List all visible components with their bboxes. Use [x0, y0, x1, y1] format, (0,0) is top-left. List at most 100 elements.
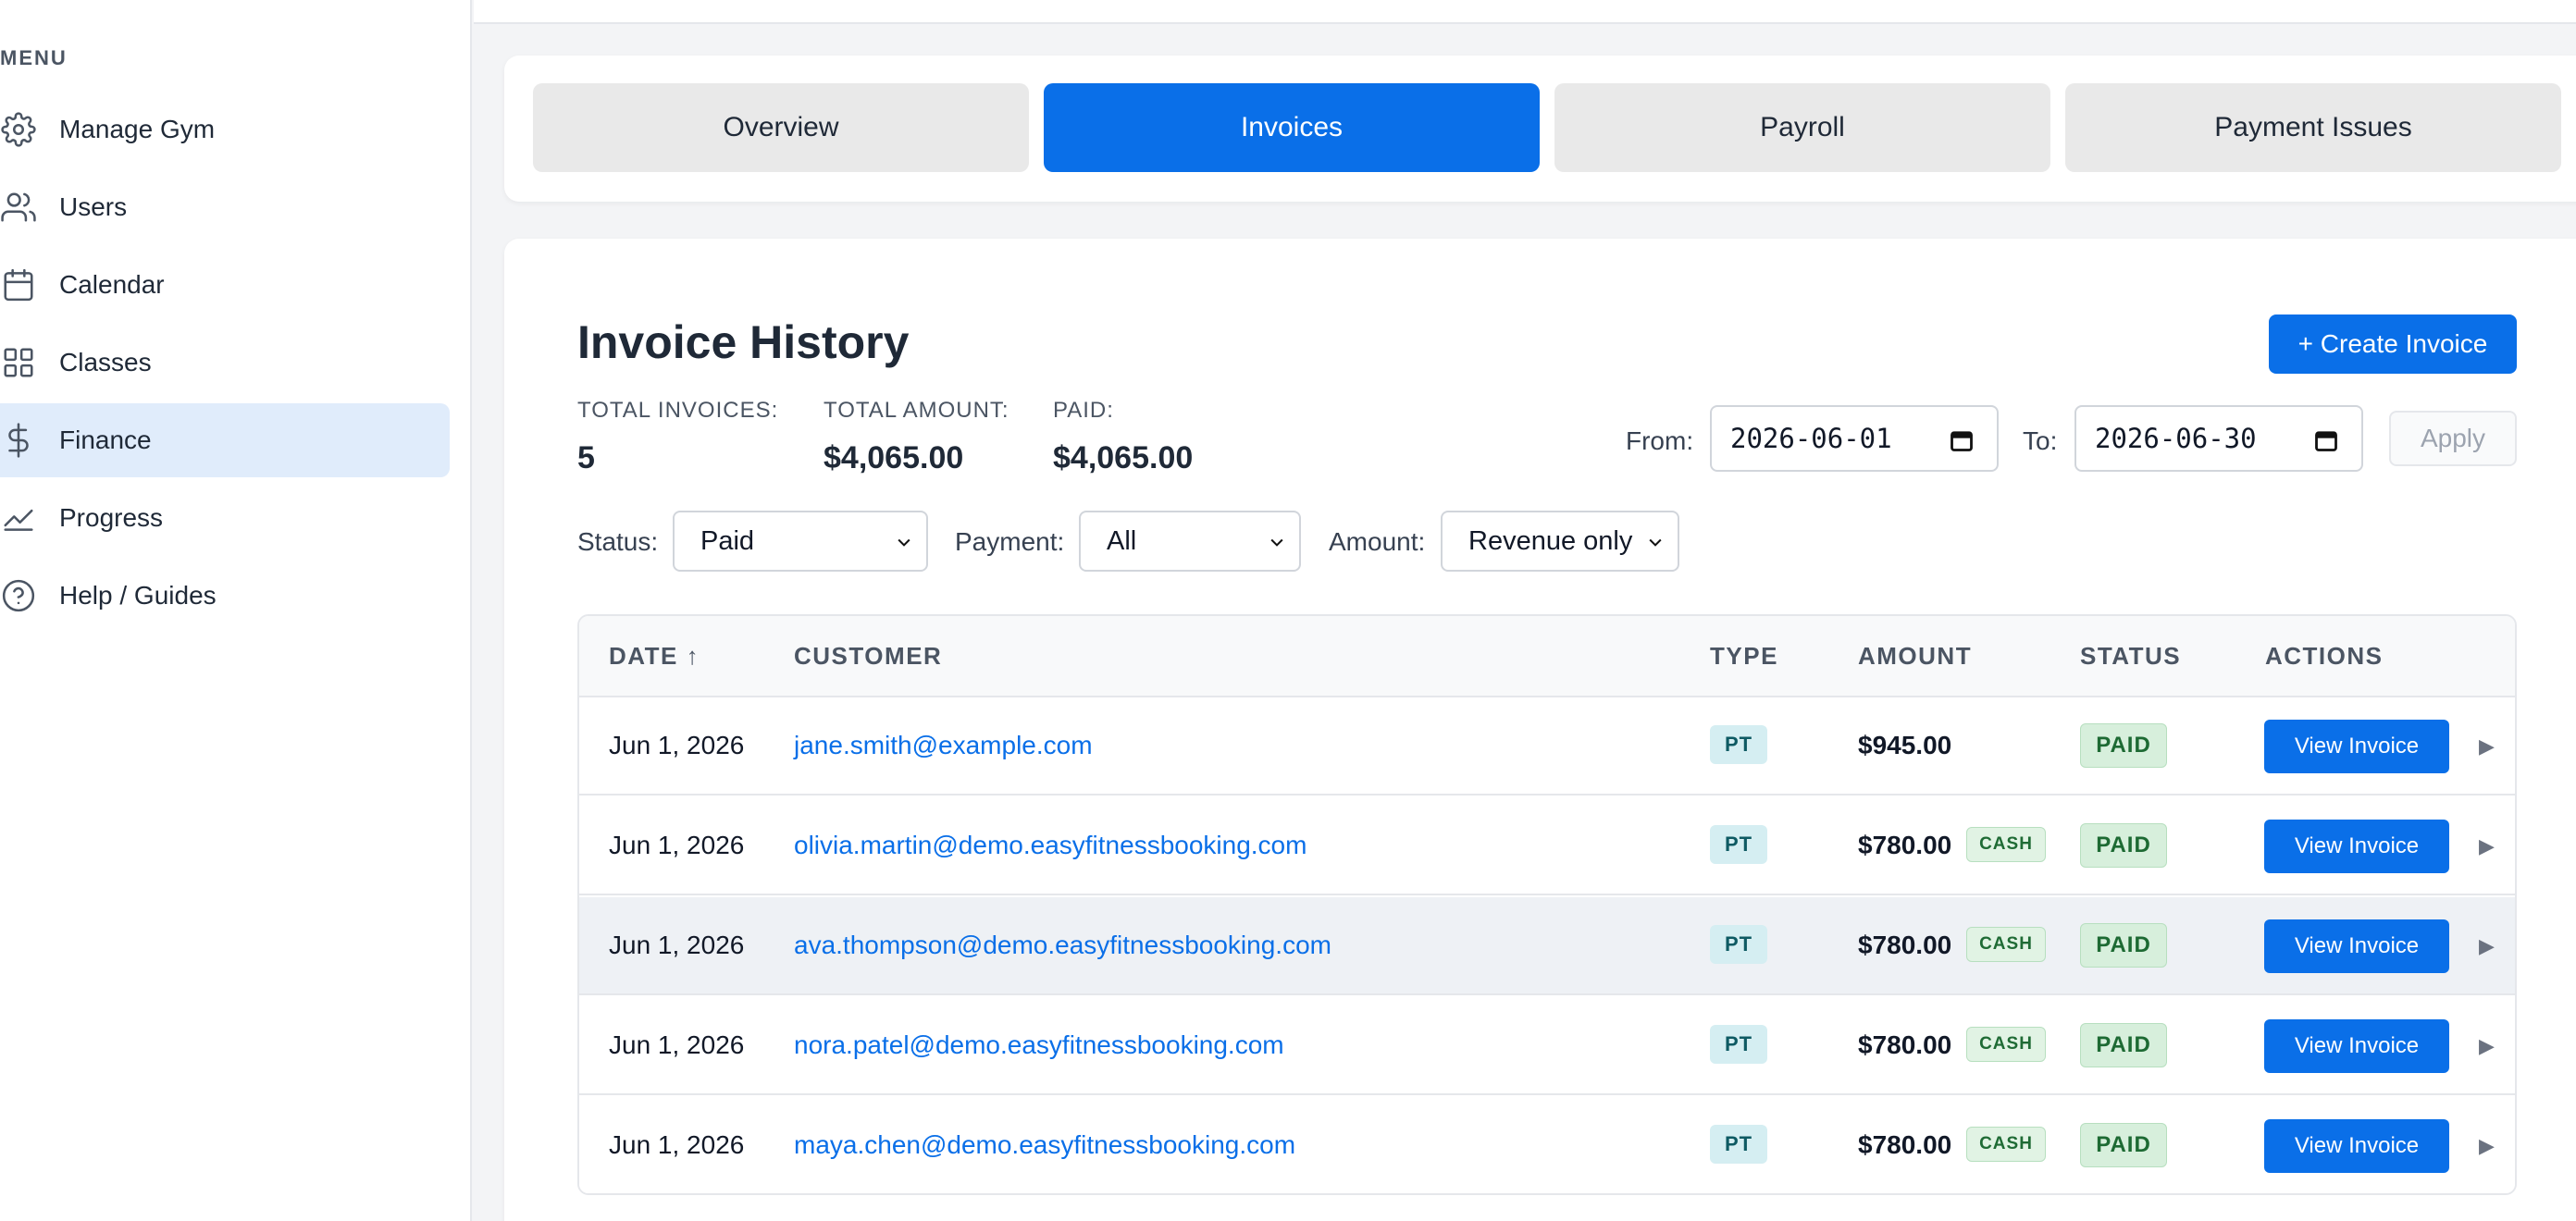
sidebar-item-calendar[interactable]: Calendar: [0, 248, 450, 322]
calendar-picker-icon[interactable]: [2313, 427, 2339, 453]
apply-button[interactable]: Apply: [2389, 411, 2517, 466]
stat-paid: PAID: $4,065.00: [1053, 398, 1193, 476]
table-row[interactable]: Jun 1, 2026 nora.patel@demo.easyfitnessb…: [579, 997, 2515, 1095]
row-customer-link[interactable]: olivia.martin@demo.easyfitnessbooking.co…: [794, 831, 1307, 859]
chevron-down-icon: [898, 538, 910, 547]
amount-select[interactable]: Revenue only: [1441, 511, 1679, 572]
payment-select[interactable]: All: [1079, 511, 1301, 572]
expand-row-icon[interactable]: ▶: [2479, 734, 2495, 758]
type-badge: PT: [1710, 925, 1767, 964]
row-customer-link[interactable]: ava.thompson@demo.easyfitnessbooking.com: [794, 931, 1331, 959]
amount-filter-label: Amount:: [1329, 527, 1426, 556]
sidebar-item-label: Classes: [59, 348, 152, 376]
row-customer-link[interactable]: jane.smith@example.com: [794, 731, 1093, 759]
sidebar-item-label: Progress: [59, 503, 164, 532]
stat-value: 5: [577, 440, 595, 475]
top-bar: [474, 0, 2576, 24]
column-customer[interactable]: CUSTOMER: [794, 642, 943, 670]
table-row[interactable]: Jun 1, 2026 jane.smith@example.com PT $9…: [579, 697, 2515, 796]
row-amount: $945.00: [1858, 731, 1952, 759]
payment-filter-label: Payment:: [955, 527, 1065, 556]
row-amount: $780.00: [1858, 1130, 1952, 1159]
payment-method-badge: CASH: [1966, 1027, 2046, 1062]
type-badge: PT: [1710, 725, 1767, 764]
gear-icon: [0, 111, 37, 148]
sidebar-item-help[interactable]: Help / Guides: [0, 559, 450, 633]
sidebar-item-label: Users: [59, 192, 128, 221]
sidebar-item-manage-gym[interactable]: Manage Gym: [0, 92, 450, 166]
from-date-input[interactable]: 2026-06-01: [1710, 405, 1999, 472]
table-header: DATE ↑ CUSTOMER TYPE AMOUNT STATUS ACTIO…: [579, 616, 2515, 697]
table-row[interactable]: Jun 1, 2026 maya.chen@demo.easyfitnessbo…: [579, 1097, 2515, 1193]
from-date-value: 2026-06-01: [1730, 423, 1892, 454]
row-date: Jun 1, 2026: [609, 1030, 745, 1059]
column-amount[interactable]: AMOUNT: [1858, 642, 1973, 670]
sidebar-item-classes[interactable]: Classes: [0, 326, 450, 400]
calendar-picker-icon[interactable]: [1949, 427, 1975, 453]
tab-invoices[interactable]: Invoices: [1044, 83, 1540, 172]
payment-method-badge: CASH: [1966, 827, 2046, 862]
type-badge: PT: [1710, 1025, 1767, 1064]
row-date: Jun 1, 2026: [609, 1130, 745, 1159]
payment-method-badge: CASH: [1966, 927, 2046, 962]
status-badge: PAID: [2080, 1123, 2167, 1167]
stat-label: TOTAL AMOUNT:: [824, 398, 1009, 423]
invoice-history-panel: Invoice History + Create Invoice TOTAL I…: [504, 239, 2576, 1221]
expand-row-icon[interactable]: ▶: [2479, 934, 2495, 957]
row-customer-link[interactable]: nora.patel@demo.easyfitnessbooking.com: [794, 1030, 1284, 1059]
row-date: Jun 1, 2026: [609, 731, 745, 759]
help-circle-icon: [0, 577, 37, 614]
create-invoice-button[interactable]: + Create Invoice: [2269, 314, 2517, 374]
view-invoice-button[interactable]: View Invoice: [2264, 820, 2449, 873]
tab-payment-issues[interactable]: Payment Issues: [2065, 83, 2561, 172]
column-date[interactable]: DATE ↑: [609, 642, 700, 670]
table-row[interactable]: Jun 1, 2026 ava.thompson@demo.easyfitnes…: [579, 897, 2515, 995]
sidebar-item-progress[interactable]: Progress: [0, 481, 450, 555]
invoice-table: DATE ↑ CUSTOMER TYPE AMOUNT STATUS ACTIO…: [577, 614, 2517, 1195]
view-invoice-button[interactable]: View Invoice: [2264, 1019, 2449, 1073]
row-customer-link[interactable]: maya.chen@demo.easyfitnessbooking.com: [794, 1130, 1296, 1159]
row-amount: $780.00: [1858, 931, 1952, 959]
sidebar: MENU Manage Gym Users Calendar: [0, 0, 472, 1221]
expand-row-icon[interactable]: ▶: [2479, 1034, 2495, 1057]
chart-line-icon: [0, 500, 37, 536]
sidebar-nav: Manage Gym Users Calendar Classes: [0, 92, 450, 636]
payment-method-badge: CASH: [1966, 1127, 2046, 1162]
finance-tabs: Overview Invoices Payroll Payment Issues: [504, 56, 2576, 202]
stat-total-amount: TOTAL AMOUNT: $4,065.00: [824, 398, 1009, 476]
status-badge: PAID: [2080, 723, 2167, 768]
sidebar-item-label: Calendar: [59, 270, 165, 299]
to-date-value: 2026-06-30: [2095, 423, 2257, 454]
row-date: Jun 1, 2026: [609, 931, 745, 959]
dollar-icon: [0, 422, 37, 459]
sidebar-item-finance[interactable]: Finance: [0, 403, 450, 477]
tab-overview[interactable]: Overview: [533, 83, 1029, 172]
stat-value: $4,065.00: [824, 440, 964, 475]
expand-row-icon[interactable]: ▶: [2479, 834, 2495, 857]
status-select[interactable]: Paid: [673, 511, 928, 572]
tab-payroll[interactable]: Payroll: [1554, 83, 2050, 172]
calendar-icon: [0, 266, 37, 303]
view-invoice-button[interactable]: View Invoice: [2264, 919, 2449, 973]
stat-label: PAID:: [1053, 398, 1114, 423]
column-type[interactable]: TYPE: [1710, 642, 1778, 670]
amount-select-value: Revenue only: [1468, 525, 1633, 556]
expand-row-icon[interactable]: ▶: [2479, 1134, 2495, 1157]
view-invoice-button[interactable]: View Invoice: [2264, 1119, 2449, 1173]
to-date-input[interactable]: 2026-06-30: [2074, 405, 2363, 472]
page-title: Invoice History: [577, 316, 910, 368]
stat-label: TOTAL INVOICES:: [577, 398, 779, 423]
sidebar-item-label: Manage Gym: [59, 115, 216, 143]
status-badge: PAID: [2080, 923, 2167, 968]
sidebar-item-users[interactable]: Users: [0, 170, 450, 244]
type-badge: PT: [1710, 1125, 1767, 1164]
row-date: Jun 1, 2026: [609, 831, 745, 859]
row-amount: $780.00: [1858, 1030, 1952, 1059]
column-status[interactable]: STATUS: [2080, 642, 2182, 670]
table-row[interactable]: Jun 1, 2026 olivia.martin@demo.easyfitne…: [579, 797, 2515, 895]
to-label: To:: [2023, 426, 2058, 455]
row-amount: $780.00: [1858, 831, 1952, 859]
chevron-down-icon: [1649, 538, 1662, 547]
status-filter-label: Status:: [577, 527, 659, 556]
view-invoice-button[interactable]: View Invoice: [2264, 720, 2449, 773]
